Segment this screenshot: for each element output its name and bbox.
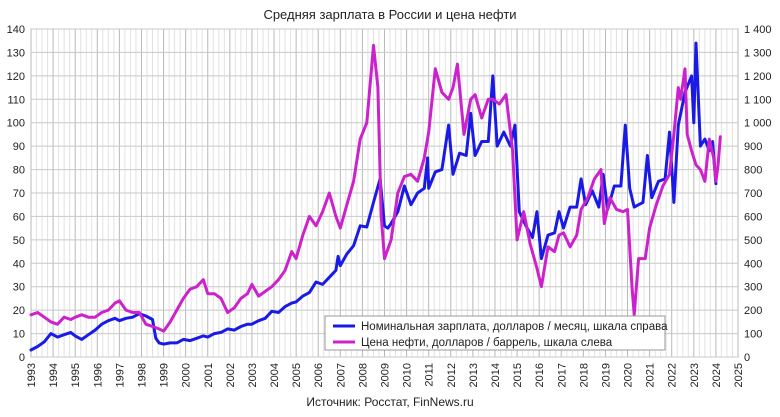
x-tick-label: 2010 xyxy=(402,363,414,387)
y-left-tick-label: 0 xyxy=(19,352,25,364)
legend-label: Цена нефти, долларов / баррель, шкала сл… xyxy=(361,337,613,349)
y-right-tick-label: 300 xyxy=(744,282,762,294)
series-line-oil-price xyxy=(29,43,722,333)
y-right-tick-label: 0 xyxy=(744,352,750,364)
x-tick-label: 2016 xyxy=(534,363,546,387)
y-right-tick-label: 400 xyxy=(744,258,762,270)
y-right-tick-label: 1 200 xyxy=(744,71,772,83)
x-tick-label: 2021 xyxy=(645,363,657,387)
x-tick-label: 2013 xyxy=(468,363,480,387)
y-left-tick-label: 140 xyxy=(7,24,25,36)
x-tick-label: 2023 xyxy=(689,363,701,387)
x-tick-label: 2020 xyxy=(623,363,635,387)
x-tick-label: 2003 xyxy=(247,363,259,387)
y-left-tick-label: 110 xyxy=(7,94,25,106)
x-tick-label: 2015 xyxy=(512,363,524,387)
legend: Номинальная зарплата, долларов / месяц, … xyxy=(324,315,668,351)
y-left-tick-label: 90 xyxy=(13,141,25,153)
y-left-tick-label: 50 xyxy=(13,235,25,247)
y-left-tick-label: 20 xyxy=(13,305,25,317)
y-right-tick-label: 1 300 xyxy=(744,47,772,59)
x-tick-label: 2022 xyxy=(667,363,679,387)
x-tick-label: 2024 xyxy=(711,363,723,387)
y-left-tick-label: 60 xyxy=(13,211,25,223)
x-tick-label: 1997 xyxy=(114,363,126,387)
y-left-tick-label: 40 xyxy=(13,258,25,270)
x-tick-label: 2001 xyxy=(203,363,215,387)
x-tick-label: 2005 xyxy=(291,363,303,387)
legend-label: Номинальная зарплата, долларов / месяц, … xyxy=(361,321,668,333)
y-left-tick-label: 100 xyxy=(7,118,25,130)
axes: 0 10 20 30 40 50 60 70 80 90 100 110 120 130 140 0 100 20… xyxy=(7,24,772,387)
x-tick-label: 1996 xyxy=(92,363,104,387)
y-right-tick-label: 100 xyxy=(744,329,762,341)
chart-title: Средняя зарплата в России и цена нефти xyxy=(263,7,516,22)
x-tick-label: 2008 xyxy=(357,363,369,387)
x-tick-label: 2007 xyxy=(335,363,347,387)
y-right-tick-label: 1 000 xyxy=(744,118,772,130)
y-right-tick-label: 1 100 xyxy=(744,94,772,106)
y-right-tick-label: 700 xyxy=(744,188,762,200)
y-right-tick-label: 1 400 xyxy=(744,24,772,36)
x-tick-label: 2011 xyxy=(424,363,436,387)
x-tick-label: 2025 xyxy=(733,363,745,387)
y-left-tick-label: 130 xyxy=(7,47,25,59)
x-tick-label: 2018 xyxy=(578,363,590,387)
x-tick-label: 1993 xyxy=(26,363,38,387)
y-left-tick-label: 80 xyxy=(13,165,25,177)
x-tick-label: 2002 xyxy=(225,363,237,387)
y-left-tick-label: 70 xyxy=(13,188,25,200)
y-left-tick-label: 120 xyxy=(7,71,25,83)
y-right-tick-label: 200 xyxy=(744,305,762,317)
x-tick-label: 1994 xyxy=(48,363,60,387)
y-left-tick-label: 10 xyxy=(13,329,25,341)
x-tick-label: 2012 xyxy=(446,363,458,387)
legend-box xyxy=(324,315,666,351)
x-tick-label: 2009 xyxy=(380,363,392,387)
x-tick-label: 2019 xyxy=(600,363,612,387)
grid xyxy=(30,28,739,358)
x-tick-label: 2006 xyxy=(313,363,325,387)
x-tick-label: 2017 xyxy=(556,363,568,387)
x-tick-label: 1998 xyxy=(136,363,148,387)
x-tick-label: 2004 xyxy=(269,363,281,387)
chart-source: Источник: Росстат, FinNews.ru xyxy=(306,395,473,409)
series-lines xyxy=(29,41,722,352)
y-left-tick-label: 30 xyxy=(13,282,25,294)
x-tick-label: 2000 xyxy=(181,363,193,387)
series-line-salary xyxy=(29,41,718,352)
y-right-tick-label: 800 xyxy=(744,165,762,177)
y-right-tick-label: 500 xyxy=(744,235,762,247)
y-right-tick-label: 600 xyxy=(744,211,762,223)
x-tick-label: 1995 xyxy=(70,363,82,387)
x-tick-label: 1999 xyxy=(159,363,171,387)
y-right-tick-label: 900 xyxy=(744,141,762,153)
x-tick-label: 2014 xyxy=(490,363,502,387)
